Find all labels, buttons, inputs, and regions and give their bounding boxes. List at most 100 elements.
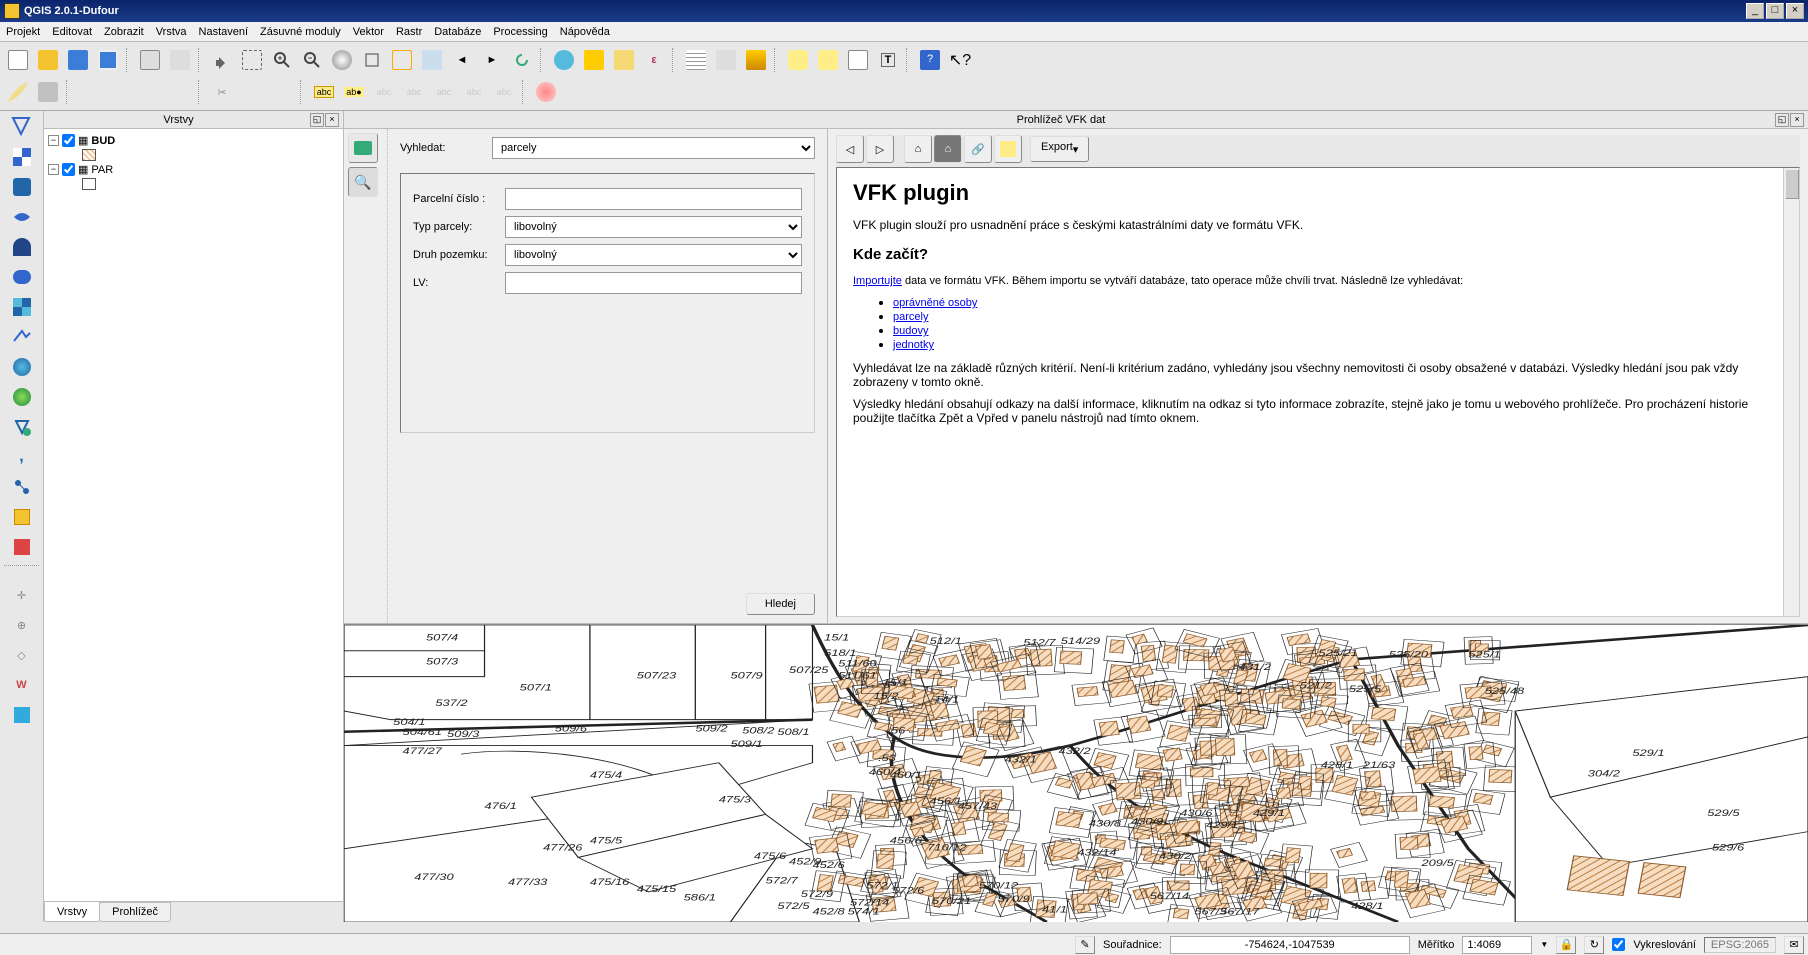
cut-button[interactable]: ✂	[208, 78, 236, 106]
annotation-button[interactable]: T	[874, 46, 902, 74]
label-pin-button[interactable]: abc	[370, 78, 398, 106]
label-change-button[interactable]: abc	[490, 78, 518, 106]
tab-vrstvy[interactable]: Vrstvy	[44, 902, 100, 922]
collapse-icon[interactable]: −	[48, 135, 59, 146]
link-osoby[interactable]: oprávněné osoby	[893, 297, 977, 309]
link-budovy[interactable]: budovy	[893, 325, 928, 337]
processing-toolbox-button[interactable]	[10, 703, 34, 727]
add-csv-button[interactable]: ,	[10, 445, 34, 469]
zoom-next-button[interactable]: ►	[478, 46, 506, 74]
add-raster-layer-button[interactable]	[10, 145, 34, 169]
vfk-close-button[interactable]: ×	[1790, 113, 1804, 127]
zoom-in-button[interactable]	[268, 46, 296, 74]
menu-processing[interactable]: Processing	[493, 26, 547, 38]
composer-manager-button[interactable]	[166, 46, 194, 74]
deselect-button[interactable]	[610, 46, 638, 74]
rotation-button[interactable]: ↻	[1584, 936, 1604, 954]
add-mssql-button[interactable]	[10, 235, 34, 259]
save-project-button[interactable]	[64, 46, 92, 74]
search-button[interactable]: Hledej	[746, 593, 815, 615]
refresh-button[interactable]	[508, 46, 536, 74]
druh-pozemku-select[interactable]: libovolný	[505, 244, 802, 266]
zoom-selection-button[interactable]	[388, 46, 416, 74]
link-parcely[interactable]: parcely	[893, 311, 928, 323]
menu-vektor[interactable]: Vektor	[353, 26, 384, 38]
menu-napoveda[interactable]: Nápověda	[560, 26, 610, 38]
identify-button[interactable]	[550, 46, 578, 74]
typ-parcely-select[interactable]: libovolný	[505, 216, 802, 238]
delete-selected-button[interactable]	[166, 78, 194, 106]
grass-button[interactable]: W	[10, 673, 34, 697]
add-vector-layer-button[interactable]	[10, 115, 34, 139]
vfk-plugin-button[interactable]	[532, 78, 560, 106]
zoom-out-button[interactable]	[298, 46, 326, 74]
zoom-native-button[interactable]	[328, 46, 356, 74]
layer-bud-checkbox[interactable]	[62, 134, 75, 147]
help-contents-button[interactable]: ?	[916, 46, 944, 74]
remove-layer-button[interactable]	[10, 535, 34, 559]
pan-selection-button[interactable]	[238, 46, 266, 74]
menu-zobrazit[interactable]: Zobrazit	[104, 26, 144, 38]
zoom-last-button[interactable]: ◄	[448, 46, 476, 74]
nav-home-button[interactable]: ⌂	[904, 135, 932, 163]
label-button[interactable]: abc	[310, 78, 338, 106]
label-move-button[interactable]: abc	[430, 78, 458, 106]
nav-back-button[interactable]: ◁	[836, 135, 864, 163]
add-postgis-button[interactable]	[10, 175, 34, 199]
edit-toggle-button[interactable]	[4, 78, 32, 106]
coord-input[interactable]	[1170, 936, 1410, 954]
save-edits-button[interactable]	[34, 78, 62, 106]
layer-par[interactable]: − ▦ PAR	[48, 162, 339, 177]
save-as-button[interactable]	[94, 46, 122, 74]
layers-close-button[interactable]: ×	[325, 113, 339, 127]
nav-link-button[interactable]: 🔗	[964, 135, 992, 163]
tab-prohlizec[interactable]: Prohlížeč	[99, 902, 171, 922]
bookmark-button[interactable]	[814, 46, 842, 74]
move-feature-button[interactable]	[106, 78, 134, 106]
collapse-icon[interactable]: −	[48, 164, 59, 175]
export-button[interactable]: Export▾	[1030, 136, 1089, 161]
maximize-button[interactable]: □	[1766, 3, 1784, 19]
menu-zasuvne[interactable]: Zásuvné moduly	[260, 26, 341, 38]
zoom-full-button[interactable]	[358, 46, 386, 74]
map-tips-button[interactable]	[784, 46, 812, 74]
text-annotation-button[interactable]	[844, 46, 872, 74]
vfk-import-button[interactable]	[348, 133, 378, 163]
import-link[interactable]: Importujte	[853, 275, 902, 287]
scale-lock-button[interactable]: 🔒	[1556, 936, 1576, 954]
attribute-table-button[interactable]	[682, 46, 710, 74]
zoom-layer-button[interactable]	[418, 46, 446, 74]
label-rotate-button[interactable]: abc	[460, 78, 488, 106]
add-wms-button[interactable]	[10, 295, 34, 319]
field-calc-button[interactable]	[712, 46, 740, 74]
nav-home-alt-button[interactable]: ⌂	[934, 135, 962, 163]
print-composer-button[interactable]	[136, 46, 164, 74]
select-button[interactable]	[580, 46, 608, 74]
projection-display[interactable]: EPSG:2065	[1704, 937, 1776, 953]
expression-select-button[interactable]: ε	[640, 46, 668, 74]
scale-input[interactable]	[1462, 936, 1532, 954]
layers-undock-button[interactable]: ◱	[310, 113, 324, 127]
coordinate-capture-button[interactable]: ✛	[10, 583, 34, 607]
copy-button[interactable]	[238, 78, 266, 106]
add-spatialite-button[interactable]	[10, 205, 34, 229]
menu-editovat[interactable]: Editovat	[52, 26, 92, 38]
node-tool-button[interactable]	[136, 78, 164, 106]
pan-button[interactable]	[208, 46, 236, 74]
label-unpin-button[interactable]: abc	[400, 78, 428, 106]
menu-vrstva[interactable]: Vrstva	[156, 26, 187, 38]
add-wcs-button[interactable]	[10, 325, 34, 349]
toggle-extents-button[interactable]: ✎	[1075, 936, 1095, 954]
parcelni-cislo-input[interactable]	[505, 188, 802, 210]
whats-this-button[interactable]: ↖?	[946, 46, 974, 74]
close-button[interactable]: ×	[1786, 3, 1804, 19]
lv-input[interactable]	[505, 272, 802, 294]
menu-projekt[interactable]: Projekt	[6, 26, 40, 38]
add-feature-button[interactable]	[76, 78, 104, 106]
messages-button[interactable]: ✉	[1784, 936, 1804, 954]
topology-button[interactable]: ◇	[10, 643, 34, 667]
layer-par-checkbox[interactable]	[62, 163, 75, 176]
search-type-select[interactable]: parcely	[492, 137, 815, 159]
new-vector-button[interactable]	[10, 415, 34, 439]
nav-highlight-button[interactable]	[994, 135, 1022, 163]
